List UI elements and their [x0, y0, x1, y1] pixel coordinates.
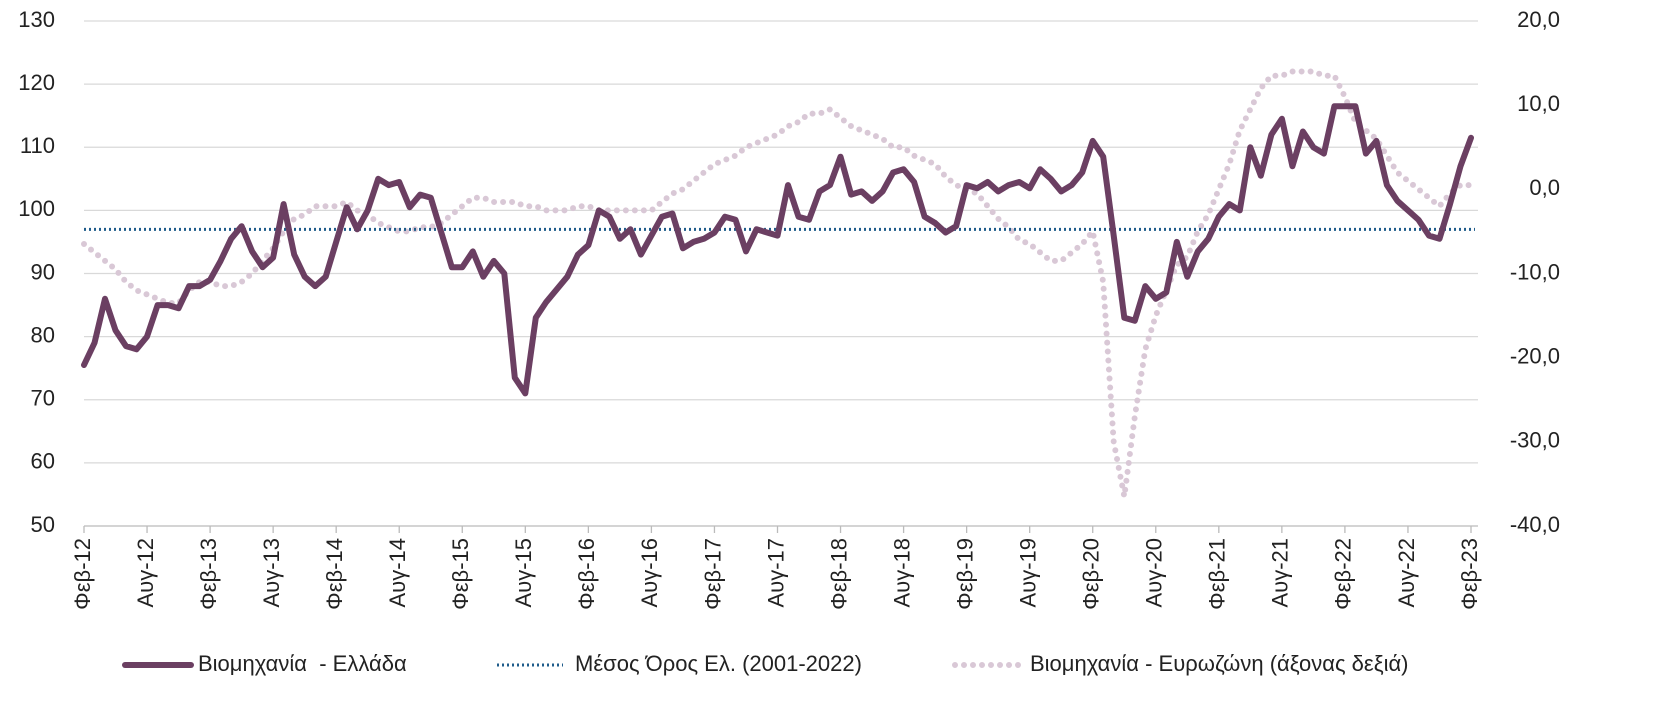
x-tick-label: Φεβ-13: [196, 538, 221, 610]
legend-label: Βιομηχανία - Ελλάδα: [198, 651, 407, 676]
y2-tick-label: 0,0: [1529, 175, 1560, 200]
y2-tick-label: -10,0: [1510, 259, 1560, 284]
x-tick-label: Αυγ-12: [133, 538, 158, 608]
x-tick-label: Αυγ-20: [1142, 538, 1167, 608]
y-tick-label: 80: [31, 322, 55, 347]
x-tick-label: Φεβ-22: [1331, 538, 1356, 610]
series-line: [81, 68, 1474, 498]
x-tick-label: Φεβ-15: [448, 538, 473, 610]
x-tick-label: Φεβ-12: [70, 538, 95, 610]
y-tick-label: 130: [18, 7, 55, 32]
x-tick-label: Αυγ-16: [637, 538, 662, 608]
legend-label: Μέσος Όρος Ελ. (2001-2022): [575, 651, 862, 676]
x-tick-label: Φεβ-20: [1079, 538, 1104, 610]
legend-label: Βιομηχανία - Ευρωζώνη (άξονας δεξιά): [1030, 651, 1409, 676]
y-tick-label: 100: [18, 196, 55, 221]
y-tick-label: 120: [18, 70, 55, 95]
x-tick-label: Αυγ-15: [511, 538, 536, 608]
x-tick-label: Αυγ-22: [1394, 538, 1419, 608]
x-tick-label: Αυγ-18: [889, 538, 914, 608]
x-tick-label: Αυγ-21: [1268, 538, 1293, 608]
x-tick-label: Αυγ-17: [763, 538, 788, 608]
y-tick-label: 60: [31, 449, 55, 474]
y-tick-label: 90: [31, 259, 55, 284]
x-tick-label: Φεβ-21: [1205, 538, 1230, 610]
y2-tick-label: -20,0: [1510, 343, 1560, 368]
x-tick-label: Αυγ-13: [259, 538, 284, 608]
y2-tick-label: -40,0: [1510, 512, 1560, 537]
x-tick-label: Φεβ-23: [1457, 538, 1482, 610]
x-tick-label: Φεβ-19: [952, 538, 977, 610]
y-tick-label: 50: [31, 512, 55, 537]
x-tick-label: Φεβ-18: [826, 538, 851, 610]
x-tick-label: Φεβ-14: [322, 538, 347, 610]
y2-tick-label: 20,0: [1517, 7, 1560, 32]
x-tick-label: Αυγ-19: [1015, 538, 1040, 608]
series-line: [81, 103, 1474, 397]
x-tick-label: Αυγ-14: [385, 538, 410, 608]
x-tick-label: Φεβ-17: [700, 538, 725, 610]
y-tick-label: 110: [20, 133, 55, 158]
y2-tick-label: -30,0: [1510, 428, 1560, 453]
y2-tick-label: 10,0: [1517, 91, 1560, 116]
x-tick-label: Φεβ-16: [574, 538, 599, 610]
y-tick-label: 70: [31, 386, 55, 411]
